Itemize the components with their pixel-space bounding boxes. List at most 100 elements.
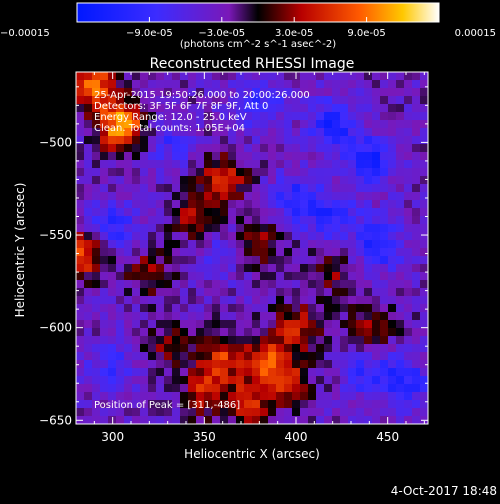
heatmap-cell xyxy=(100,80,109,89)
heatmap-cell xyxy=(276,104,285,113)
heatmap-cell xyxy=(188,112,197,121)
heatmap-cell xyxy=(244,192,253,201)
heatmap-cell xyxy=(308,304,317,313)
heatmap-cell xyxy=(140,176,149,185)
heatmap-cell xyxy=(132,320,141,329)
heatmap-cell xyxy=(316,128,325,137)
heatmap-cell xyxy=(188,264,197,273)
heatmap-cell xyxy=(356,240,365,249)
heatmap-cell xyxy=(340,360,349,369)
heatmap-cell xyxy=(412,320,421,329)
heatmap-cell xyxy=(212,376,221,385)
heatmap-cell xyxy=(132,152,141,161)
heatmap-cell xyxy=(164,360,173,369)
heatmap-cell xyxy=(132,240,141,249)
heatmap-cell xyxy=(180,248,189,257)
heatmap-cell xyxy=(148,144,157,153)
heatmap-cell xyxy=(156,112,165,121)
heatmap-cell xyxy=(76,192,85,201)
heatmap-cell xyxy=(420,256,428,265)
heatmap-cell xyxy=(212,168,221,177)
heatmap-cell xyxy=(156,368,165,377)
heatmap-cell xyxy=(396,392,405,401)
heatmap-cell xyxy=(124,232,133,241)
heatmap-cell xyxy=(420,288,428,297)
heatmap-cell xyxy=(276,328,285,337)
heatmap-cell xyxy=(308,136,317,145)
heatmap-cell xyxy=(124,200,133,209)
heatmap-cell xyxy=(292,192,301,201)
heatmap-cell xyxy=(340,184,349,193)
heatmap-cell xyxy=(268,152,277,161)
heatmap-cell xyxy=(316,296,325,305)
heatmap-cell xyxy=(284,192,293,201)
heatmap-cell xyxy=(92,368,101,377)
heatmap-cell xyxy=(300,256,309,265)
heatmap-cell xyxy=(244,368,253,377)
heatmap-cell xyxy=(308,168,317,177)
heatmap-cell xyxy=(412,104,421,113)
heatmap-cell xyxy=(92,392,101,401)
heatmap-cell xyxy=(108,328,117,337)
heatmap-cell xyxy=(388,184,397,193)
heatmap-cell xyxy=(188,376,197,385)
heatmap-cell xyxy=(268,408,277,417)
heatmap-cell xyxy=(300,120,309,129)
heatmap-cell xyxy=(180,368,189,377)
heatmap-cell xyxy=(236,280,245,289)
heatmap-cell xyxy=(284,376,293,385)
heatmap-cell xyxy=(252,248,261,257)
heatmap-cell xyxy=(276,136,285,145)
heatmap-cell xyxy=(308,208,317,217)
heatmap-cell xyxy=(156,376,165,385)
heatmap-cell xyxy=(356,360,365,369)
heatmap-cell xyxy=(412,408,421,417)
heatmap-cell xyxy=(396,280,405,289)
heatmap-cell xyxy=(372,248,381,257)
heatmap-cell xyxy=(228,240,237,249)
heatmap-cell xyxy=(364,176,373,185)
heatmap-cell xyxy=(236,208,245,217)
heatmap-cell xyxy=(84,120,93,129)
heatmap-cell xyxy=(260,232,269,241)
heatmap-cell xyxy=(324,360,333,369)
heatmap-cell xyxy=(76,144,85,153)
heatmap-cell xyxy=(236,312,245,321)
heatmap-cell xyxy=(236,224,245,233)
heatmap-cell xyxy=(356,224,365,233)
x-axis-label: Heliocentric X (arcsec) xyxy=(184,447,320,461)
heatmap-cell xyxy=(212,112,221,121)
heatmap-cell xyxy=(292,240,301,249)
heatmap-cell xyxy=(196,416,205,424)
heatmap-cell xyxy=(228,408,237,417)
heatmap-cell xyxy=(388,96,397,105)
heatmap-cell xyxy=(116,400,125,409)
heatmap-cell xyxy=(340,72,349,81)
heatmap-cell xyxy=(364,272,373,281)
heatmap-cell xyxy=(116,264,125,273)
heatmap-cell xyxy=(228,320,237,329)
heatmap-cell xyxy=(196,400,205,409)
heatmap-cell xyxy=(420,368,428,377)
heatmap-cell xyxy=(244,280,253,289)
heatmap-cell xyxy=(156,72,165,81)
heatmap-cell xyxy=(236,136,245,145)
heatmap-cell xyxy=(372,216,381,225)
heatmap-cell xyxy=(372,232,381,241)
heatmap-cell xyxy=(100,392,109,401)
heatmap-cell xyxy=(92,296,101,305)
heatmap-cell xyxy=(292,96,301,105)
heatmap-cell xyxy=(204,96,213,105)
heatmap-cell xyxy=(204,256,213,265)
heatmap-cell xyxy=(356,120,365,129)
heatmap-cell xyxy=(356,312,365,321)
heatmap-cell xyxy=(348,264,357,273)
heatmap-cell xyxy=(108,152,117,161)
heatmap-cell xyxy=(116,368,125,377)
heatmap-cell xyxy=(388,336,397,345)
heatmap-cell xyxy=(332,416,341,424)
heatmap-cell xyxy=(180,272,189,281)
heatmap-cell xyxy=(148,224,157,233)
y-tick-label: −550 xyxy=(39,228,72,242)
heatmap-cell xyxy=(252,240,261,249)
